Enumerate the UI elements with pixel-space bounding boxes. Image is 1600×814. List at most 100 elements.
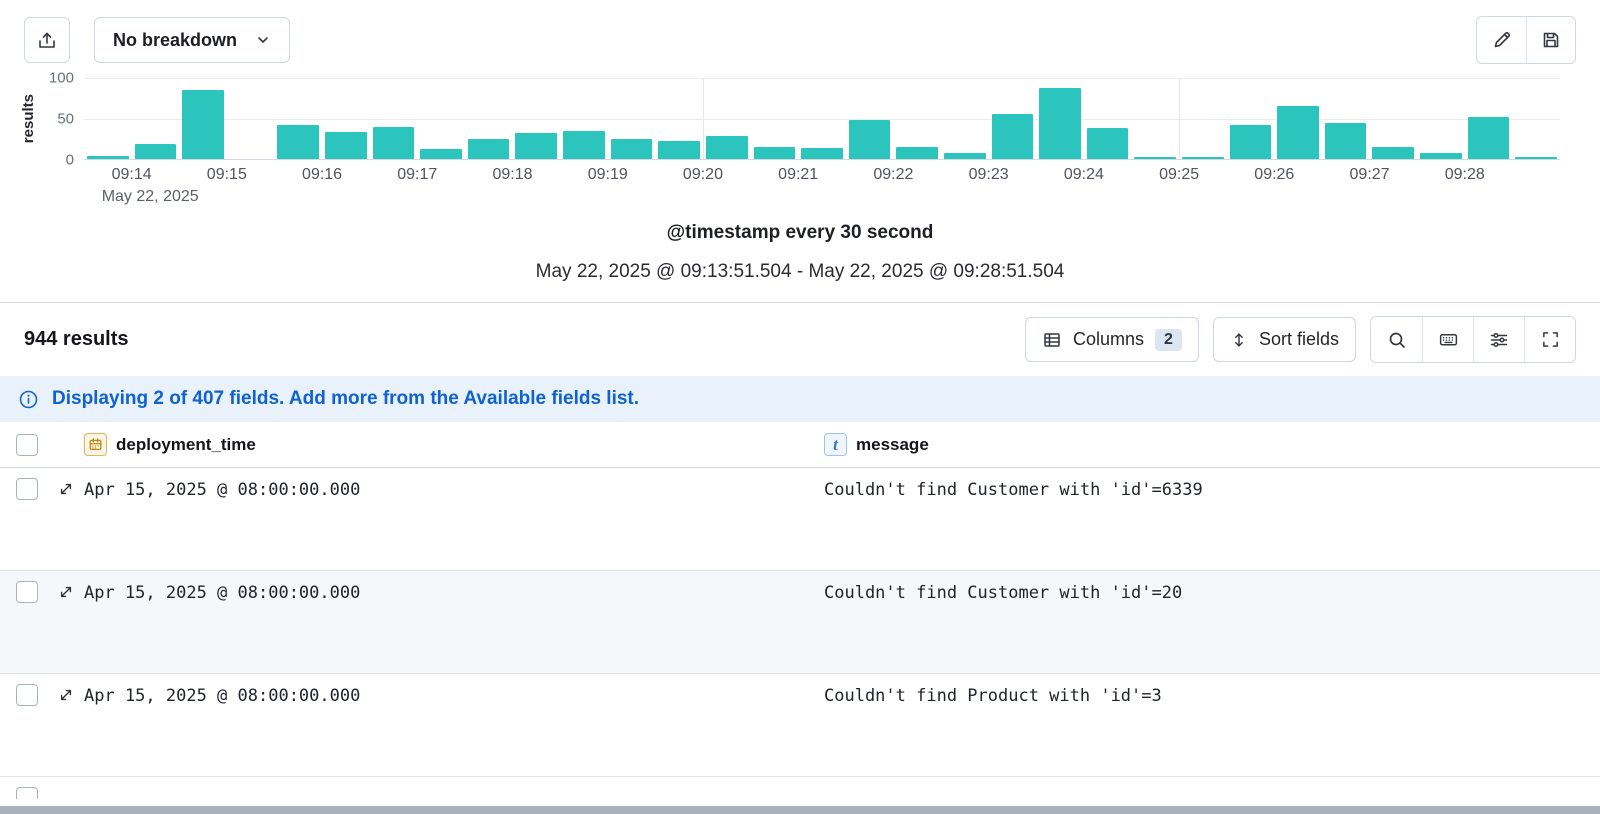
histogram-bars [84,78,1560,159]
histogram-bar[interactable] [848,120,891,159]
x-tick-label: 09:26 [1254,166,1295,183]
cell-deployment-time: Apr 15, 2025 @ 08:00:00.000 [84,686,361,706]
histogram-bar[interactable] [1420,152,1462,159]
histogram-bar[interactable] [801,148,843,159]
histogram-bar[interactable] [658,141,700,159]
histogram-bar[interactable] [420,149,462,159]
histogram-bar[interactable] [753,146,796,159]
row-checkbox[interactable] [16,478,38,500]
results-toolbar-actions: Columns 2 Sort fields [1025,316,1576,363]
x-tick-label: 09:22 [873,166,914,183]
save-visualization-button[interactable] [1526,17,1575,63]
cell-message: Couldn't find Customer with 'id'=20 [824,583,1183,603]
histogram-bar[interactable] [1515,156,1557,159]
cell-message: Couldn't find Customer with 'id'=6339 [824,480,1203,500]
histogram-bar[interactable] [1182,157,1224,159]
column-header-message[interactable]: t message [824,433,1600,456]
table-row[interactable]: Apr 15, 2025 @ 08:00:00.000 Couldn't fin… [0,674,1600,777]
row-select-cell [0,674,48,706]
edit-visualization-button[interactable] [1477,17,1526,63]
row-checkbox[interactable] [16,581,38,603]
display-options-button[interactable] [1473,317,1524,362]
histogram-bar[interactable] [277,124,320,159]
x-tick-label: 09:16 [302,166,343,183]
fullscreen-button[interactable] [1524,317,1575,362]
expand-row-button[interactable] [48,468,84,497]
keyboard-shortcuts-button[interactable] [1422,317,1473,362]
column-header-label: message [856,434,929,454]
chart-time-range: May 22, 2025 @ 09:13:51.504 - May 22, 20… [535,261,1065,282]
y-axis: 100 50 0 [40,70,84,169]
fields-info-banner: Displaying 2 of 407 fields. Add more fro… [0,376,1600,422]
horizontal-scrollbar[interactable] [0,806,1600,814]
histogram-bar[interactable] [87,155,129,159]
gridline [84,78,1560,79]
columns-count-badge: 2 [1155,328,1182,351]
info-circle-icon [18,389,39,410]
row-checkbox[interactable] [16,684,38,706]
expand-row-button[interactable] [48,674,84,703]
cell-deployment-time: Apr 15, 2025 @ 08:00:00.000 [84,583,361,603]
x-tick-label: 09:25 [1159,166,1200,183]
histogram-bar[interactable] [1467,116,1510,159]
histogram-bar[interactable] [943,152,986,159]
histogram-bar[interactable] [1039,87,1081,159]
calendar-icon [84,433,107,456]
select-all-checkbox[interactable] [16,433,38,456]
x-tick-label: 09:17 [397,166,438,183]
table-header: deployment_time t message [0,422,1600,468]
histogram-bar[interactable] [372,126,415,159]
histogram-bar[interactable] [563,130,605,159]
chevron-down-icon [255,32,271,48]
histogram-chart: results 100 50 0 [0,70,1600,169]
histogram-bar[interactable] [1277,106,1319,159]
results-toolbar: 944 results Columns 2 Sort fields [0,302,1600,376]
histogram-bar[interactable] [134,144,177,159]
histogram-bar[interactable] [1372,146,1415,159]
histogram-bar[interactable] [515,133,558,159]
y-tick-label: 0 [65,151,74,169]
gridline [1179,78,1181,159]
sort-fields-button[interactable]: Sort fields [1212,317,1356,362]
x-tick-label: 09:27 [1349,166,1390,183]
search-in-table-button[interactable] [1371,317,1422,362]
histogram-plot-area[interactable] [84,78,1560,160]
gridline [702,78,704,159]
diagonal-expand-icon [58,481,74,497]
chart-title: @timestamp every 30 second [666,222,934,243]
histogram-bar[interactable] [467,138,510,159]
histogram-bar[interactable] [1324,122,1367,159]
histogram-bar[interactable] [1086,128,1129,159]
save-icon [1541,30,1561,50]
diagonal-expand-icon [58,687,74,703]
x-tick-label: 09:19 [587,166,628,183]
histogram-bar[interactable] [991,114,1034,159]
x-tick-label: 09:24 [1063,166,1104,183]
banner-message: Displaying 2 of 407 fields. Add more fro… [52,388,640,409]
table-row[interactable]: Apr 15, 2025 @ 08:00:00.000 Couldn't fin… [0,571,1600,674]
breakdown-selector[interactable]: No breakdown [94,17,291,63]
gridline [84,118,1560,120]
histogram-bar[interactable] [610,138,653,159]
histogram-bar[interactable] [1229,124,1272,159]
table-row[interactable]: Apr 15, 2025 @ 08:00:00.000 Couldn't fin… [0,468,1600,571]
histogram-bar[interactable] [896,146,938,159]
chart-options-button[interactable] [24,17,70,63]
table-utility-group [1370,316,1576,363]
histogram-bar[interactable] [705,136,748,159]
x-tick-label: 09:23 [968,166,1009,183]
histogram-toolbar: No breakdown [0,0,1600,72]
histogram-bar[interactable] [182,90,224,159]
columns-button[interactable]: Columns 2 [1025,317,1199,362]
x-tick-label: 09:20 [682,166,723,183]
column-header-deployment-time[interactable]: deployment_time [84,433,824,456]
histogram-bar[interactable] [325,132,367,159]
histogram-bar[interactable] [1134,157,1177,159]
row-select-cell [0,468,48,500]
row-select-cell [0,571,48,603]
expand-row-button[interactable] [48,571,84,600]
search-icon [1387,330,1407,350]
row-checkbox[interactable] [16,787,38,799]
x-tick-label: 09:18 [492,166,533,183]
breakdown-label: No breakdown [113,29,238,50]
